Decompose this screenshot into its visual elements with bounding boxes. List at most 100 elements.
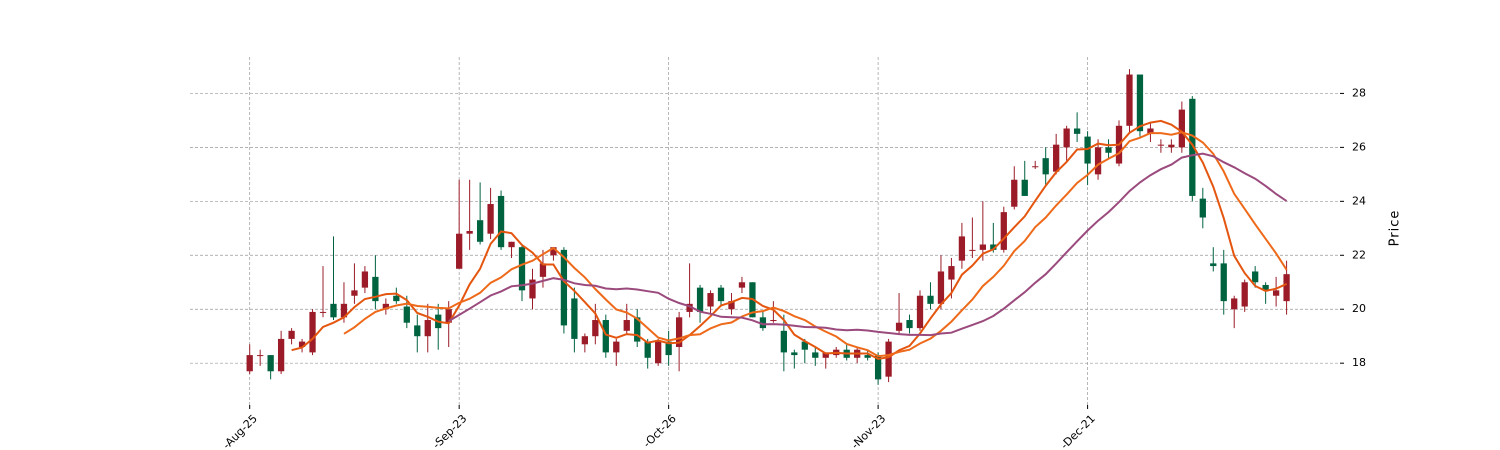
candle-body bbox=[1053, 144, 1060, 172]
candle-body bbox=[1252, 271, 1259, 283]
candle-body bbox=[497, 195, 505, 248]
y-axis-label: Price bbox=[1388, 210, 1403, 247]
candle-body bbox=[948, 266, 955, 280]
moving-average-line bbox=[291, 119, 1288, 360]
candle-body bbox=[309, 311, 316, 353]
candle-body bbox=[246, 355, 253, 372]
candle-body bbox=[812, 352, 819, 358]
candle-body bbox=[1073, 128, 1081, 134]
candle-body bbox=[675, 317, 683, 347]
candle-body bbox=[655, 341, 662, 364]
candle-body bbox=[1105, 147, 1112, 153]
candle-body bbox=[927, 295, 934, 304]
candle-body bbox=[1042, 158, 1049, 175]
moving-average-line bbox=[343, 131, 1288, 358]
moving-average-line bbox=[448, 152, 1288, 337]
candle-body bbox=[801, 341, 808, 350]
candle-body bbox=[874, 355, 882, 380]
candle-body bbox=[1210, 263, 1217, 267]
candle-body bbox=[1168, 144, 1175, 148]
candle-body bbox=[403, 306, 410, 323]
candle-body bbox=[937, 271, 945, 304]
candle-body bbox=[770, 320, 777, 322]
candle-body bbox=[1262, 284, 1269, 291]
candle-body bbox=[1178, 109, 1185, 148]
candle-body bbox=[1011, 179, 1018, 207]
candle-body bbox=[1157, 144, 1165, 146]
candle-body bbox=[277, 338, 285, 372]
candle-body bbox=[1021, 179, 1028, 196]
x-tick-label: -Oct-26 bbox=[641, 412, 679, 450]
candle-body bbox=[1147, 128, 1154, 134]
x-tick-label: -Sep-23 bbox=[430, 412, 469, 450]
candle-body bbox=[351, 290, 358, 296]
candle-body bbox=[885, 341, 892, 377]
candle-body bbox=[539, 263, 547, 277]
candle-body bbox=[319, 311, 327, 313]
candle-body bbox=[969, 249, 976, 251]
candle-body bbox=[1272, 290, 1280, 296]
candle-body bbox=[696, 287, 704, 312]
candle-body bbox=[257, 355, 264, 357]
y-tick-label: 28 bbox=[1352, 86, 1366, 99]
candle-body bbox=[1032, 166, 1039, 168]
candle-body bbox=[1063, 128, 1070, 148]
y-tick-label: 26 bbox=[1352, 140, 1366, 153]
candle-body bbox=[1189, 98, 1196, 196]
candle-body bbox=[979, 244, 986, 250]
candle-body bbox=[1199, 198, 1206, 218]
candle-body bbox=[1231, 298, 1238, 310]
candle-body bbox=[529, 279, 536, 299]
candle-body bbox=[707, 293, 714, 307]
candle-body bbox=[634, 317, 641, 342]
candle-body bbox=[1084, 136, 1091, 164]
candle-body bbox=[738, 282, 746, 288]
candle-body bbox=[759, 317, 767, 329]
candle-body bbox=[456, 233, 463, 269]
candle-body bbox=[1136, 74, 1144, 132]
candle-body bbox=[476, 220, 484, 242]
candle-body bbox=[916, 295, 924, 329]
candle-body bbox=[623, 320, 630, 331]
candle-body bbox=[602, 320, 609, 353]
candle-body bbox=[990, 244, 997, 250]
candle-body bbox=[414, 325, 421, 337]
y-tick-label: 22 bbox=[1352, 248, 1366, 261]
candle-body bbox=[791, 352, 798, 356]
candle-body bbox=[592, 320, 599, 337]
candle-body bbox=[958, 236, 966, 261]
candle-body bbox=[298, 341, 306, 347]
candle-body bbox=[1000, 212, 1007, 250]
candle-body bbox=[906, 320, 913, 329]
candle-body bbox=[487, 204, 494, 234]
candle-body bbox=[864, 355, 871, 358]
x-tick-label: -Aug-25 bbox=[220, 412, 260, 450]
candle-body bbox=[330, 303, 337, 318]
candle-body bbox=[581, 336, 588, 345]
candle-body bbox=[382, 303, 389, 310]
candle-body bbox=[665, 341, 672, 356]
x-tick-label: -Dec-21 bbox=[1058, 412, 1098, 450]
candle-body bbox=[571, 298, 578, 339]
candle-body bbox=[780, 330, 787, 353]
candle-body bbox=[644, 341, 651, 358]
candle-body bbox=[717, 287, 725, 302]
candle-body bbox=[361, 271, 369, 288]
candle-body bbox=[1283, 274, 1290, 302]
candle-body bbox=[822, 352, 829, 358]
candle-body bbox=[613, 341, 620, 353]
candle-body bbox=[1241, 282, 1248, 307]
y-tick-label: 20 bbox=[1352, 302, 1366, 315]
candle-body bbox=[728, 301, 735, 310]
candle-body bbox=[895, 322, 903, 331]
candle-body bbox=[372, 276, 379, 302]
candle-body bbox=[508, 241, 515, 248]
candle-body bbox=[518, 247, 526, 291]
candle-body bbox=[560, 249, 568, 326]
candle-body bbox=[445, 309, 452, 323]
candle-body bbox=[340, 303, 348, 318]
candle-body bbox=[288, 330, 295, 339]
candle-body bbox=[1094, 147, 1102, 175]
